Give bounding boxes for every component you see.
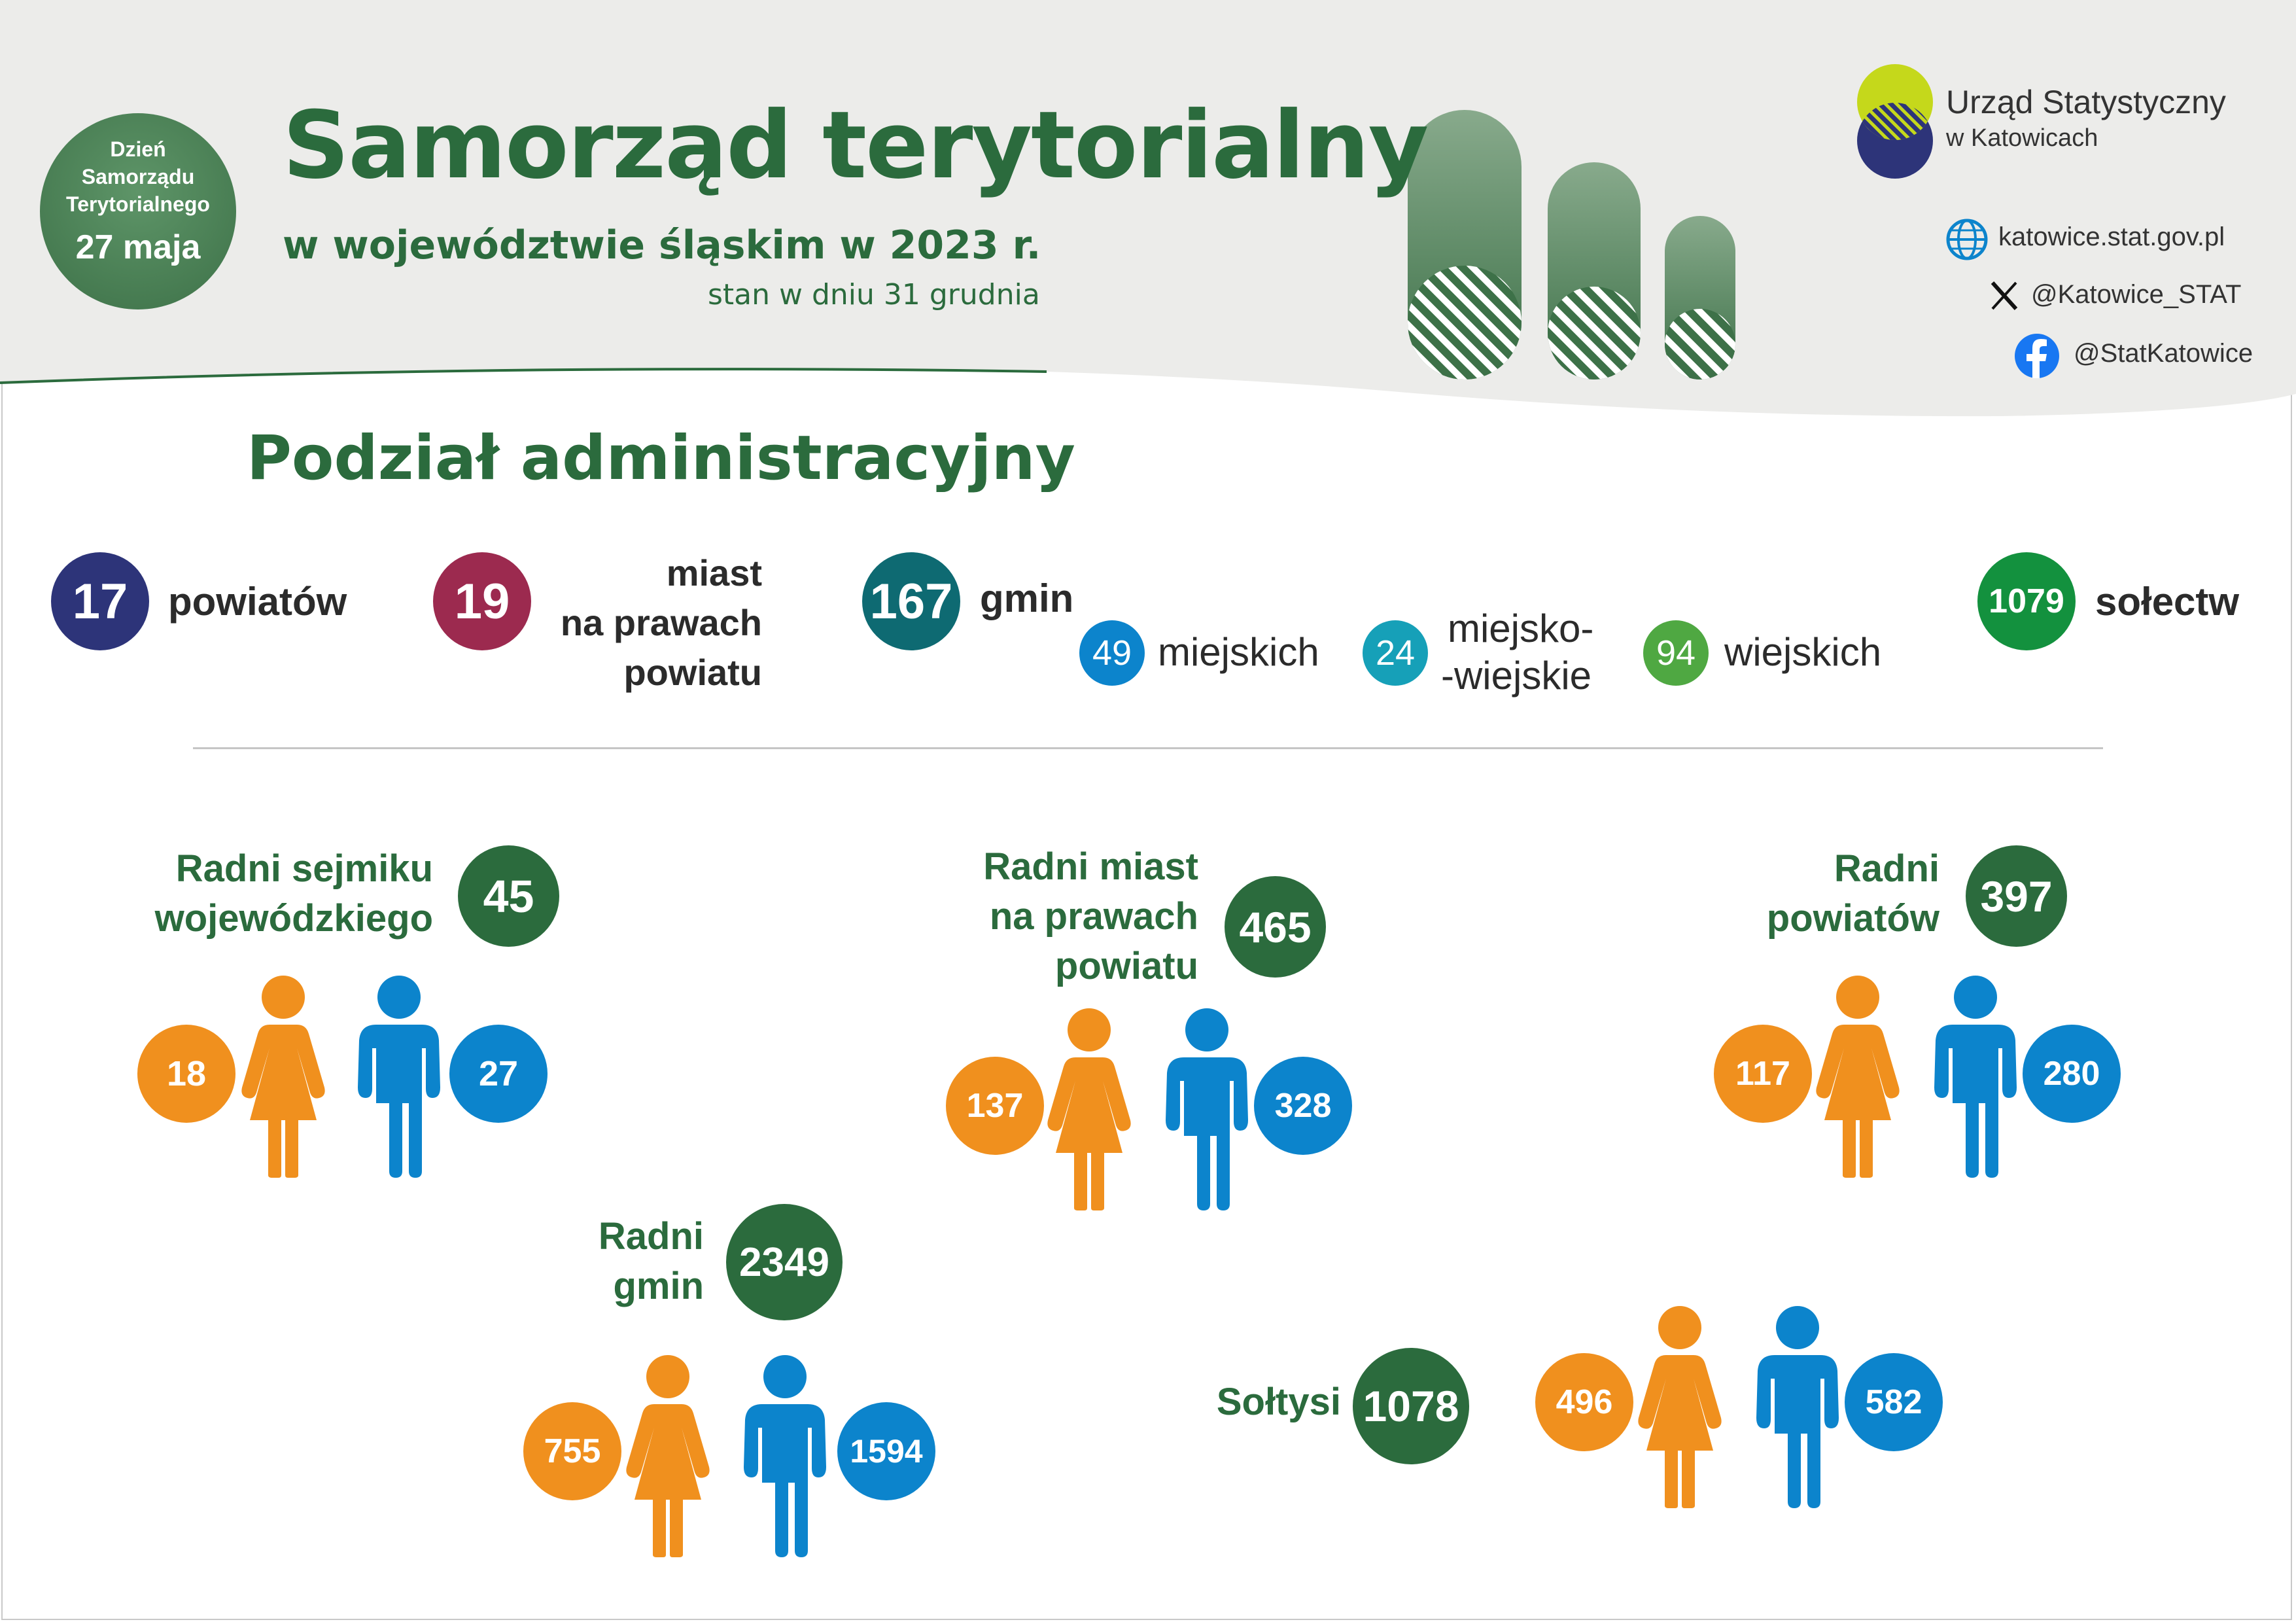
miasta-npp-label: miast na prawach powiatu <box>553 548 762 697</box>
miasta-label-line1: Radni miast <box>983 845 1198 888</box>
powiaty-councillors-label-line1: Radni <box>1834 847 1939 890</box>
miasta-label: Radni miast na prawach powiatu <box>916 842 1198 991</box>
miasta-npp-count: 19 <box>433 552 531 650</box>
man-icon <box>1164 1008 1249 1210</box>
x-logo-icon <box>1991 281 2018 311</box>
gminy-wiejskie-label: wiejskich <box>1724 630 1882 674</box>
badge-line3: Terytorialnego <box>66 192 210 216</box>
miasta-npp-label-line1: miast <box>666 552 762 593</box>
woman-icon <box>1637 1305 1722 1508</box>
page-subtitle: w województwie śląskim w 2023 r. <box>283 222 1041 268</box>
website-link[interactable]: katowice.stat.gov.pl <box>1998 222 2225 251</box>
section-divider <box>193 747 2103 749</box>
sejmik-label-line2: wojewódzkiego <box>154 897 433 940</box>
office-name: Urząd Statystyczny <box>1946 84 2226 120</box>
sejmik-label-line1: Radni sejmiku <box>175 847 433 890</box>
soltysi-women-count: 496 <box>1535 1353 1633 1451</box>
man-icon <box>742 1354 827 1557</box>
gminy-miejsko-wiejskie-label-line2: -wiejskie <box>1441 654 1592 697</box>
sejmik-men-count: 27 <box>449 1025 548 1123</box>
soltysi-men-count: 582 <box>1845 1353 1943 1451</box>
woman-icon <box>1815 975 1900 1178</box>
powiaty-councillors-label: Radni powiatów <box>1675 844 1939 944</box>
gminy-miejsko-wiejskie-count: 24 <box>1363 620 1428 686</box>
gminy-count: 167 <box>862 552 960 650</box>
badge-date: 27 maja <box>75 228 201 266</box>
woman-icon <box>241 975 326 1178</box>
gminy-miejsko-wiejskie-label-line1: miejsko- <box>1448 607 1594 650</box>
man-icon <box>357 975 442 1178</box>
day-badge: Dzień Samorządu Terytorialnego 27 maja <box>40 113 236 309</box>
gminy-councillors-label-line1: Radni <box>598 1215 704 1258</box>
powiaty-councillors-total: 397 <box>1966 845 2067 947</box>
sejmik-label: Radni sejmiku wojewódzkiego <box>131 844 433 944</box>
miasta-label-line2: na prawach <box>989 895 1198 938</box>
miasta-npp-label-line2: na prawach <box>560 602 762 643</box>
header-background <box>0 0 2296 417</box>
badge-line1: Dzień <box>110 137 166 161</box>
facebook-link[interactable]: @StatKatowice <box>2074 339 2253 368</box>
section-title-admin-division: Podział administracyjny <box>247 423 1075 494</box>
x-handle-link[interactable]: @Katowice_STAT <box>2031 280 2242 309</box>
miasta-label-line3: powiatu <box>1054 945 1198 987</box>
gminy-women-count: 755 <box>523 1402 621 1500</box>
miasta-npp-label-line3: powiatu <box>623 652 762 693</box>
woman-icon <box>625 1354 710 1557</box>
woman-icon <box>1047 1008 1132 1210</box>
gminy-councillors-label: Radni gmin <box>523 1212 704 1311</box>
miasta-men-count: 328 <box>1254 1057 1352 1155</box>
soltysi-label: Sołtysi <box>1216 1381 1341 1423</box>
powiaty-men-count: 280 <box>2023 1025 2121 1123</box>
office-logo <box>1857 64 1933 179</box>
powiaty-label: powiatów <box>168 580 347 624</box>
gminy-wiejskie-count: 94 <box>1643 620 1709 686</box>
gminy-miejsko-wiejskie-label: miejsko- -wiejskie <box>1441 605 1593 699</box>
globe-icon <box>1946 219 1988 260</box>
gminy-miejskie-count: 49 <box>1079 620 1145 686</box>
badge-line2: Samorządu <box>81 165 195 188</box>
powiaty-women-count: 117 <box>1714 1025 1812 1123</box>
powiaty-councillors-label-line2: powiatów <box>1766 897 1939 940</box>
gminy-councillors-label-line2: gmin <box>613 1265 704 1307</box>
gminy-councillors-total: 2349 <box>726 1204 843 1320</box>
miasta-women-count: 137 <box>946 1057 1044 1155</box>
office-city: w Katowicach <box>1946 124 2098 152</box>
gminy-label: gmin <box>980 576 1074 620</box>
page-title: Samorząd terytorialny <box>283 92 1429 200</box>
gminy-miejskie-label: miejskich <box>1158 630 1319 674</box>
sejmik-women-count: 18 <box>137 1025 235 1123</box>
decorative-bars-graphic <box>1408 110 1735 380</box>
facebook-icon <box>2015 334 2059 378</box>
miasta-total: 465 <box>1225 876 1326 978</box>
man-icon <box>1755 1305 1840 1508</box>
soltysi-total: 1078 <box>1353 1348 1469 1464</box>
powiaty-count: 17 <box>51 552 149 650</box>
solectwa-label: sołectw <box>2095 580 2240 624</box>
as-of-date: stan w dniu 31 grudnia <box>708 278 1040 311</box>
gminy-men-count: 1594 <box>837 1402 935 1500</box>
solectwa-count: 1079 <box>1977 552 2076 650</box>
sejmik-total: 45 <box>458 845 559 947</box>
man-icon <box>1933 975 2018 1178</box>
